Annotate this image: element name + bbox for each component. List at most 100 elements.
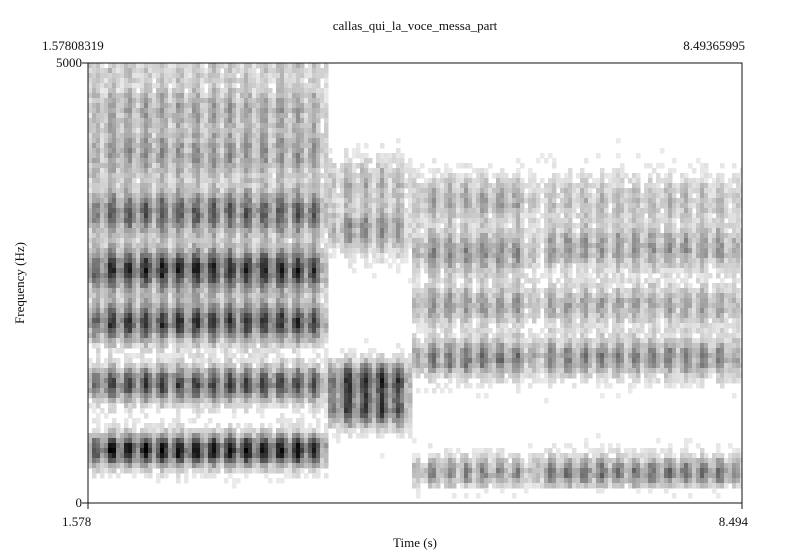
spectrogram-cell (232, 303, 237, 309)
spectrogram-cell (196, 358, 201, 364)
spectrogram-cell (144, 168, 149, 174)
spectrogram-cell (268, 363, 273, 369)
spectrogram-cell (324, 358, 329, 364)
spectrogram-cell (252, 83, 257, 89)
spectrogram-cell (204, 283, 209, 289)
spectrogram-cell (220, 428, 225, 434)
spectrogram-cell (352, 268, 357, 274)
spectrogram-cell (308, 253, 313, 259)
spectrogram-cell (204, 108, 209, 114)
spectrogram-cell (304, 293, 309, 299)
spectrogram-cell (260, 348, 265, 354)
spectrogram-cell (124, 208, 129, 214)
spectrogram-cell (132, 163, 137, 169)
spectrogram-cell (308, 268, 313, 274)
spectrogram-cell (112, 288, 117, 294)
spectrogram-cell (184, 163, 189, 169)
spectrogram-cell (184, 333, 189, 339)
spectrogram-cell (244, 108, 249, 114)
spectrogram-cell (264, 188, 269, 194)
spectrogram-cell (352, 173, 357, 179)
spectrogram-cell (352, 148, 357, 154)
spectrogram-cell (136, 293, 141, 299)
spectrogram-cell (136, 463, 141, 469)
spectrogram-cell (232, 408, 237, 414)
spectrogram-cell (172, 228, 177, 234)
spectrogram-cell (212, 128, 217, 134)
spectrogram-cell (212, 238, 217, 244)
spectrogram-cell (232, 478, 237, 484)
spectrogram-cell (204, 388, 209, 394)
spectrogram-cell (296, 223, 301, 229)
spectrogram-cell (156, 408, 161, 414)
spectrogram-cell (324, 78, 329, 84)
spectrogram-cell (168, 93, 173, 99)
spectrogram-cell (96, 433, 101, 439)
spectrogram-cell (316, 173, 321, 179)
spectrogram-cell (124, 103, 129, 109)
spectrogram-cell (212, 313, 217, 319)
spectrogram-cell (292, 63, 297, 69)
spectrogram-cell (352, 248, 357, 254)
spectrogram-cell (116, 163, 121, 169)
spectrogram-cell (240, 283, 245, 289)
spectrogram-cell (300, 323, 305, 329)
spectrogram-cell (128, 273, 133, 279)
spectrogram-cell (304, 263, 309, 269)
spectrogram-cell (120, 178, 125, 184)
spectrogram-cell (212, 93, 217, 99)
spectrogram-cell (312, 198, 317, 204)
spectrogram-cell (344, 358, 349, 364)
spectrogram-cell (96, 233, 101, 239)
spectrogram-cell (256, 188, 261, 194)
spectrogram-cell (256, 463, 261, 469)
spectrogram-cell (164, 268, 169, 274)
spectrogram-cell (96, 363, 101, 369)
spectrogram-cell (172, 148, 177, 154)
spectrogram-cell (268, 283, 273, 289)
spectrogram-cell (168, 368, 173, 374)
spectrogram-cell (252, 163, 257, 169)
spectrogram-cell (100, 258, 105, 264)
spectrogram-cell (108, 373, 113, 379)
spectrogram-cell (312, 463, 317, 469)
spectrogram-cell (112, 358, 117, 364)
spectrogram-cell (324, 83, 329, 89)
spectrogram-cell (280, 338, 285, 344)
spectrogram-cell (92, 153, 97, 159)
spectrogram-cell (200, 273, 205, 279)
spectrogram-cell (256, 268, 261, 274)
spectrogram-cell (236, 373, 241, 379)
spectrogram-cell (308, 333, 313, 339)
spectrogram-cell (168, 98, 173, 104)
spectrogram-cell (172, 198, 177, 204)
spectrogram-cell (112, 83, 117, 89)
spectrogram-cell (216, 168, 221, 174)
spectrogram-cell (160, 133, 165, 139)
spectrogram-cell (252, 433, 257, 439)
spectrogram-cell (324, 363, 329, 369)
spectrogram-cell (232, 93, 237, 99)
spectrogram-cell (232, 213, 237, 219)
spectrogram-cell (116, 473, 121, 479)
spectrogram-cell (336, 438, 341, 444)
spectrogram-cell (240, 328, 245, 334)
spectrogram-cell (260, 198, 265, 204)
spectrogram-cell (148, 323, 153, 329)
spectrogram-cell (212, 123, 217, 129)
spectrogram-cell (260, 258, 265, 264)
spectrogram-cell (176, 103, 181, 109)
spectrogram-cell (136, 118, 141, 124)
spectrogram-cell (160, 383, 165, 389)
spectrogram-cell (168, 373, 173, 379)
spectrogram-cell (208, 78, 213, 84)
spectrogram-cell (172, 238, 177, 244)
spectrogram-cell (196, 143, 201, 149)
spectrogram-cell (168, 248, 173, 254)
spectrogram-cell (88, 238, 93, 244)
spectrogram-cell (112, 108, 117, 114)
spectrogram-cell (268, 318, 273, 324)
spectrogram-cell (184, 83, 189, 89)
spectrogram-cell (252, 213, 257, 219)
spectrogram-cell (164, 228, 169, 234)
